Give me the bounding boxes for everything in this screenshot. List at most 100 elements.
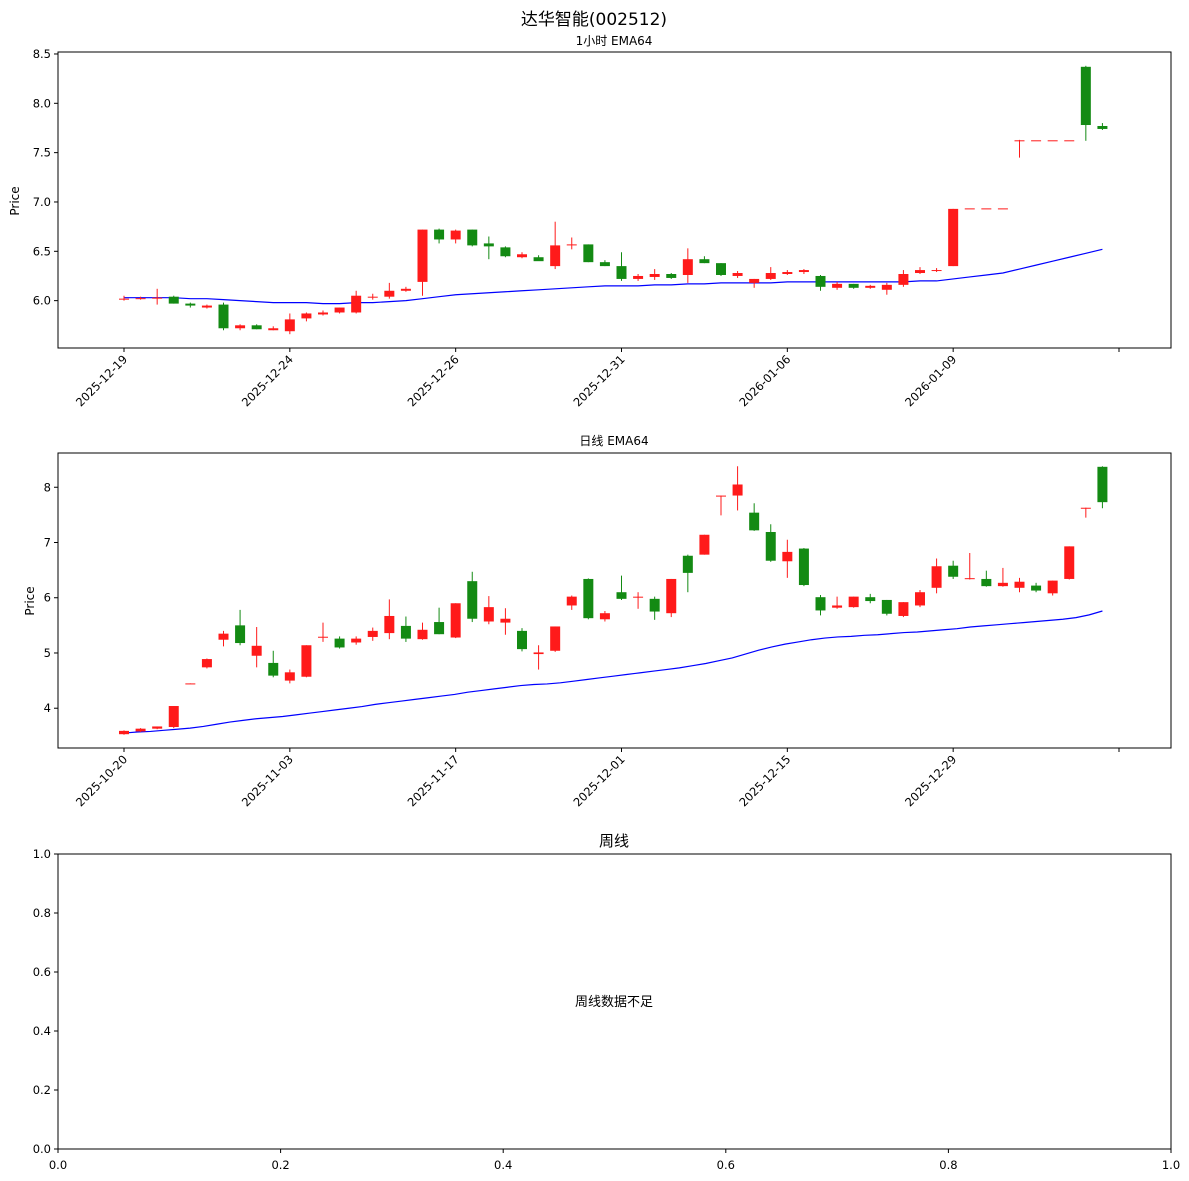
candlestick (185, 302, 196, 308)
candle-body (782, 551, 793, 562)
candlestick (749, 278, 760, 288)
candlestick (517, 252, 527, 259)
candle-body (931, 566, 942, 588)
candle-body (599, 613, 610, 620)
candlestick (1047, 140, 1058, 142)
weekly-chart-title: 周线 (599, 832, 629, 850)
candlestick (218, 302, 229, 331)
candlestick (915, 590, 925, 608)
candle-body (1064, 546, 1075, 579)
x-tick-label: 2025-11-17 (405, 752, 462, 809)
candle-body (964, 208, 975, 210)
candle-body (218, 633, 229, 640)
candle-body (201, 305, 212, 308)
candle-body (881, 284, 892, 290)
x-tick-label: 2025-12-15 (736, 752, 793, 809)
daily-chart-title: 日线 EMA64 (579, 434, 648, 448)
x-tick-label: 2025-12-26 (405, 352, 462, 409)
candlestick (517, 628, 527, 652)
candlestick (583, 578, 594, 620)
candlestick (1097, 466, 1108, 509)
candle-body (135, 298, 146, 300)
candle-body (1097, 466, 1108, 503)
candlestick (284, 669, 295, 684)
ema64-line (124, 248, 1103, 305)
x-tick-label: 0.0 (49, 1158, 67, 1172)
plot-frame (57, 853, 1172, 1150)
candle-body (1097, 126, 1108, 129)
candle-body (915, 270, 925, 274)
candlestick (1080, 507, 1091, 518)
candle-body (334, 307, 345, 313)
candle-body (434, 622, 445, 635)
candle-body (599, 262, 610, 267)
y-tick-label: 7.0 (33, 195, 51, 209)
candlestick (898, 270, 909, 287)
candlestick (483, 236, 494, 260)
candlestick (583, 244, 594, 263)
candle-body (1064, 140, 1075, 142)
candlestick (119, 295, 129, 301)
candle-body (152, 297, 163, 299)
candlestick (798, 269, 809, 274)
candlestick (334, 307, 345, 314)
candle-body (301, 645, 312, 677)
y-tick-label: 0.6 (33, 965, 51, 979)
candlestick (599, 260, 610, 267)
candle-body (583, 578, 594, 619)
candlestick (450, 603, 461, 639)
candle-body (400, 625, 411, 639)
candlestick (716, 263, 726, 276)
candlestick (434, 228, 445, 244)
candle-body (384, 290, 395, 297)
x-tick-label: 0.2 (271, 1158, 289, 1172)
candlestick (1047, 580, 1058, 596)
candlestick (798, 548, 809, 587)
candle-body (467, 581, 478, 619)
candle-body (832, 283, 843, 288)
candle-body (1031, 140, 1042, 142)
candlestick (749, 503, 760, 531)
candlestick (1014, 577, 1025, 593)
candlestick (881, 599, 892, 616)
candlestick (201, 304, 212, 309)
candlestick (1097, 123, 1108, 130)
candle-body (367, 296, 378, 298)
candle-body (732, 273, 743, 276)
candlestick (185, 683, 196, 685)
y-tick-label: 8.0 (33, 96, 51, 110)
candlestick (201, 658, 212, 669)
candlestick (334, 636, 345, 649)
candlestick (135, 296, 146, 300)
candle-body (881, 599, 892, 614)
candle-body (517, 254, 527, 258)
x-tick-label: 2025-12-29 (902, 752, 959, 809)
y-tick-label: 5 (44, 646, 51, 660)
y-tick-label: 0.0 (33, 1142, 51, 1156)
hourly-chart-title: 1小时 EMA64 (576, 34, 653, 48)
candlestick (500, 608, 511, 635)
candle-body (566, 244, 577, 246)
x-tick-label: 2025-12-24 (239, 352, 296, 409)
candle-body (616, 592, 627, 599)
candle-body (1047, 140, 1058, 142)
ema64-line (123, 610, 1103, 734)
candlestick (500, 246, 511, 258)
candle-body (235, 325, 246, 329)
candle-body (649, 598, 660, 612)
candlestick (732, 466, 743, 511)
candlestick (235, 609, 246, 646)
candlestick (367, 293, 378, 300)
hourly-y-axis-label: Price (8, 186, 22, 215)
candlestick (251, 627, 262, 668)
candlestick (434, 607, 445, 635)
candle-body (948, 208, 959, 267)
candle-body (251, 325, 262, 330)
x-tick-label: 0.4 (494, 1158, 512, 1172)
candle-body (334, 638, 345, 648)
candlestick (997, 567, 1008, 587)
candle-body (948, 565, 959, 577)
candle-body (832, 605, 843, 608)
candlestick (566, 595, 577, 610)
